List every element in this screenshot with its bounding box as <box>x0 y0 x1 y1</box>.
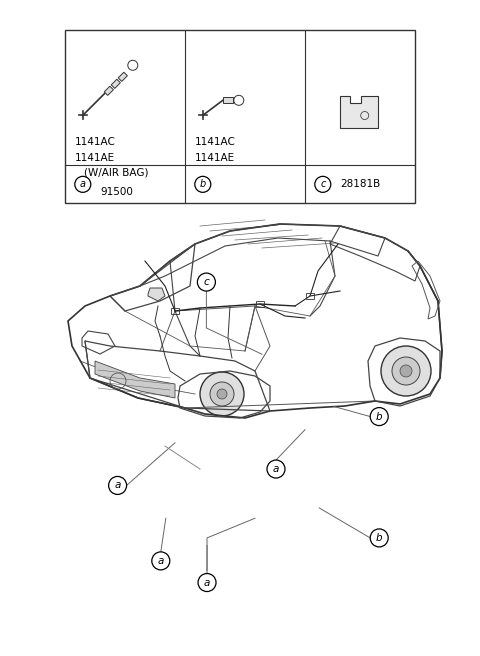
Text: c: c <box>320 179 325 190</box>
Bar <box>171 308 179 314</box>
Text: 1141AE: 1141AE <box>75 154 115 163</box>
Circle shape <box>392 357 420 385</box>
Text: (W/AIR BAG): (W/AIR BAG) <box>84 167 148 177</box>
Text: 91500: 91500 <box>101 187 133 197</box>
Circle shape <box>210 382 234 406</box>
Circle shape <box>152 552 170 570</box>
Text: c: c <box>204 277 209 287</box>
Bar <box>111 79 120 89</box>
Circle shape <box>217 389 227 399</box>
Text: a: a <box>273 464 279 474</box>
Text: a: a <box>114 480 121 491</box>
Bar <box>256 301 264 307</box>
Circle shape <box>200 372 244 416</box>
Circle shape <box>267 460 285 478</box>
Text: a: a <box>157 556 164 566</box>
Bar <box>223 97 233 103</box>
Polygon shape <box>340 96 378 129</box>
Circle shape <box>400 365 412 377</box>
Circle shape <box>198 573 216 592</box>
Circle shape <box>108 476 127 495</box>
Bar <box>118 72 127 81</box>
Text: a: a <box>80 179 86 190</box>
Circle shape <box>370 529 388 547</box>
Circle shape <box>370 407 388 426</box>
Circle shape <box>381 346 431 396</box>
Polygon shape <box>148 288 165 301</box>
Text: b: b <box>200 179 206 190</box>
Text: b: b <box>376 411 383 422</box>
Circle shape <box>315 176 331 192</box>
Text: 1141AC: 1141AC <box>75 137 116 148</box>
Circle shape <box>75 176 91 192</box>
Bar <box>104 86 113 95</box>
Polygon shape <box>95 361 175 398</box>
Text: 28181B: 28181B <box>340 179 380 190</box>
Text: 1141AC: 1141AC <box>195 137 236 148</box>
Bar <box>65 30 415 203</box>
Circle shape <box>197 273 216 291</box>
Text: 1141AE: 1141AE <box>195 154 235 163</box>
Circle shape <box>195 176 211 192</box>
Text: a: a <box>204 577 210 588</box>
Bar <box>306 293 314 299</box>
Text: b: b <box>376 533 383 543</box>
